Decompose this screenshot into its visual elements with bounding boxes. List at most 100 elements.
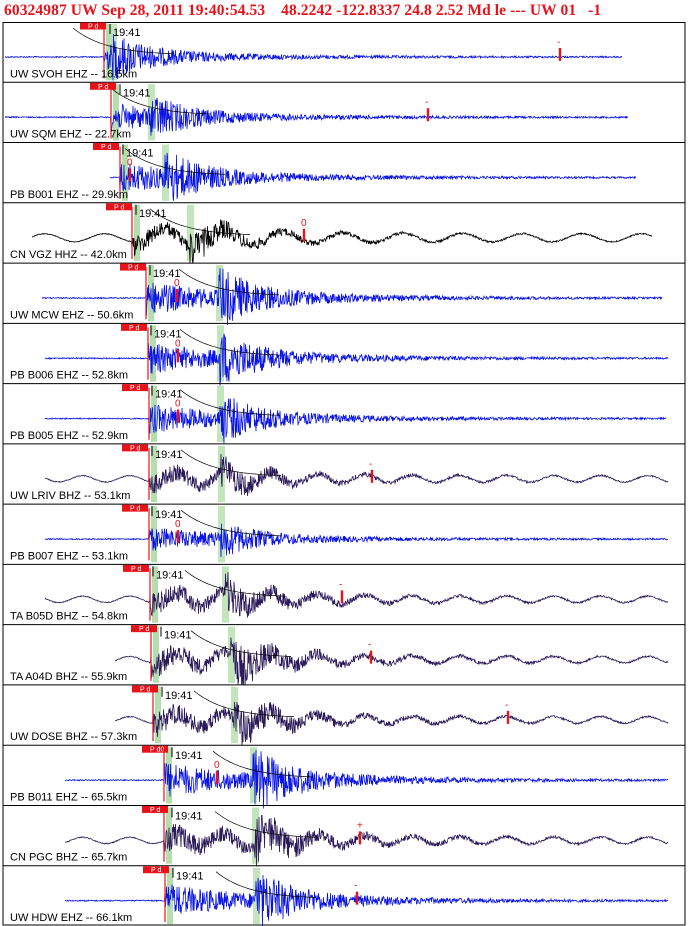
- p-pick-label: P d: [101, 144, 111, 151]
- waveform: [114, 701, 669, 746]
- p-pick-label: P d: [139, 626, 149, 633]
- p-pick-box: [106, 203, 132, 211]
- time-tick-label: 19:41: [123, 87, 151, 99]
- p-pick-box: [122, 444, 148, 452]
- station-label: PB B001 EHZ -- 29.9km: [10, 189, 128, 201]
- coda-curve: [212, 750, 314, 778]
- p-pick-box: [123, 564, 149, 572]
- time-tick-label: 19:41: [153, 268, 181, 280]
- p-pick-label: P d: [114, 204, 124, 211]
- coda-curve: [179, 389, 281, 416]
- time-tick-label: 19:41: [175, 810, 203, 822]
- time-tick-label: 19:41: [113, 27, 141, 39]
- amp-marker-label: -: [425, 97, 428, 108]
- station-label: UW DOSE BHZ -- 57.3km: [10, 731, 137, 743]
- time-tick-label: 19:41: [155, 449, 183, 461]
- waveform: [114, 637, 669, 686]
- amp-marker-label: -: [505, 700, 508, 711]
- waveform: [31, 219, 653, 264]
- time-tick-label: 19:41: [165, 690, 193, 702]
- p-pick-box: [93, 143, 119, 151]
- amp-marker-label: -: [354, 881, 357, 892]
- station-label: PB B005 EHZ -- 52.9km: [10, 430, 128, 442]
- coda-curve: [178, 268, 279, 296]
- time-tick-label: 19:41: [155, 389, 183, 401]
- waveform: [44, 333, 669, 386]
- p-pick-box: [132, 685, 158, 693]
- amp-marker-label: 0: [127, 157, 133, 168]
- waveform: [44, 523, 669, 557]
- trace-row: 19:41 P d 0 PB B006 EHZ -- 52.8km: [3, 322, 685, 386]
- coda-curve: [190, 630, 291, 657]
- trace-row: 19:41 P d - TA B05D BHZ -- 54.8km: [3, 563, 685, 623]
- trace-row: 19:41 P d - UW DOSE BHZ -- 57.3km: [3, 684, 685, 746]
- amp-marker-label: -: [557, 37, 560, 48]
- p-window: [106, 24, 112, 81]
- p-window: [134, 204, 140, 262]
- p-pick-label: P d: [150, 807, 160, 814]
- station-label: PB B007 EHZ -- 53.1km: [10, 550, 128, 562]
- coda-curve: [124, 148, 226, 175]
- p-pick-label: P d: [130, 506, 140, 513]
- p-pick-box: [121, 323, 147, 331]
- p-pick-box: [90, 82, 116, 90]
- p-window: [151, 506, 157, 563]
- trace-row: 19:41 P d 0 UW MCW EHZ -- 50.6km: [3, 262, 685, 325]
- coda-curve: [184, 570, 286, 597]
- coda-curve: [193, 690, 295, 718]
- station-label: UW MCW EHZ -- 50.6km: [10, 309, 133, 321]
- trace-row: 19:41 P d 0 PB B001 EHZ -- 29.9km: [3, 142, 685, 201]
- trace-row: 19:41 P d - UW SVOH EHZ -- 16.5km: [4, 22, 623, 81]
- p-pick-box: [120, 263, 146, 271]
- time-tick-label: 19:41: [176, 871, 204, 883]
- station-label: UW SVOH EHZ -- 16.5km: [10, 68, 137, 80]
- waveform: [44, 572, 669, 618]
- p-pick-label: P d: [140, 686, 150, 693]
- panel-frame: [2, 22, 686, 926]
- p-pick-label: P d: [88, 24, 98, 31]
- trace-row: 19:41 P d - UW SQM EHZ -- 22.7km: [3, 81, 685, 141]
- seismogram-panel: 19:41 P d - UW SVOH EHZ -- 16.5km 19:41 P d - U…: [2, 22, 686, 926]
- waveform: [64, 875, 669, 926]
- trace-row: 19:41 P d 0 CN VGZ HHZ -- 42.0km: [3, 202, 685, 264]
- p-pick-label: P d: [151, 867, 161, 874]
- s-window: [222, 566, 229, 623]
- waveform: [64, 814, 669, 867]
- p-window: [122, 144, 128, 201]
- station-label: UW HDW EHZ -- 66.1km: [10, 912, 132, 924]
- amp-marker-label: 0: [214, 760, 220, 771]
- coda-curve: [180, 449, 281, 476]
- p-window: [151, 445, 157, 503]
- waveform: [44, 454, 669, 496]
- p-window: [155, 686, 161, 744]
- trace-row: 19:41 P d - TA A04D BHZ -- 55.9km: [3, 624, 685, 686]
- trace-row: 19:41 P d - UW HDW EHZ -- 66.1km: [3, 865, 685, 926]
- p-pick-label: P d: [130, 445, 140, 452]
- p-pick-label: P d: [129, 325, 139, 332]
- station-label: TA B05D BHZ -- 54.8km: [10, 611, 128, 623]
- amp-marker-label: 0: [301, 218, 307, 229]
- time-tick-label: 19:41: [126, 148, 154, 160]
- waveform: [109, 152, 637, 201]
- coda-curve: [72, 27, 174, 55]
- trace-row: 19:41 P d + CN PGC BHZ -- 65.7km: [3, 804, 685, 867]
- waveform: [41, 268, 663, 325]
- s-window: [187, 204, 194, 262]
- waveform: [44, 398, 667, 444]
- p-pick-box: [122, 384, 148, 392]
- amp-marker-label: 0: [175, 338, 181, 349]
- amp-marker-label: 0: [174, 278, 180, 289]
- coda-curve: [214, 811, 315, 838]
- amp-marker-label: 0: [175, 399, 181, 410]
- p-pick-label: P d: [98, 84, 108, 91]
- coda-curve: [180, 509, 282, 537]
- p-pick-label: P d0: [150, 747, 164, 754]
- time-tick-label: 19:41: [139, 208, 167, 220]
- station-label: PB B006 EHZ -- 52.8km: [10, 370, 128, 382]
- time-tick-label: 19:41: [164, 630, 192, 642]
- p-pick-label: P d: [128, 265, 138, 272]
- amp-marker-label: -: [369, 459, 372, 470]
- event-title: 60324987 UW Sep 28, 2011 19:40:54.53 48.…: [4, 2, 602, 19]
- amp-marker-label: -: [368, 640, 371, 651]
- station-label: UW LRIV BHZ -- 53.1km: [10, 490, 130, 502]
